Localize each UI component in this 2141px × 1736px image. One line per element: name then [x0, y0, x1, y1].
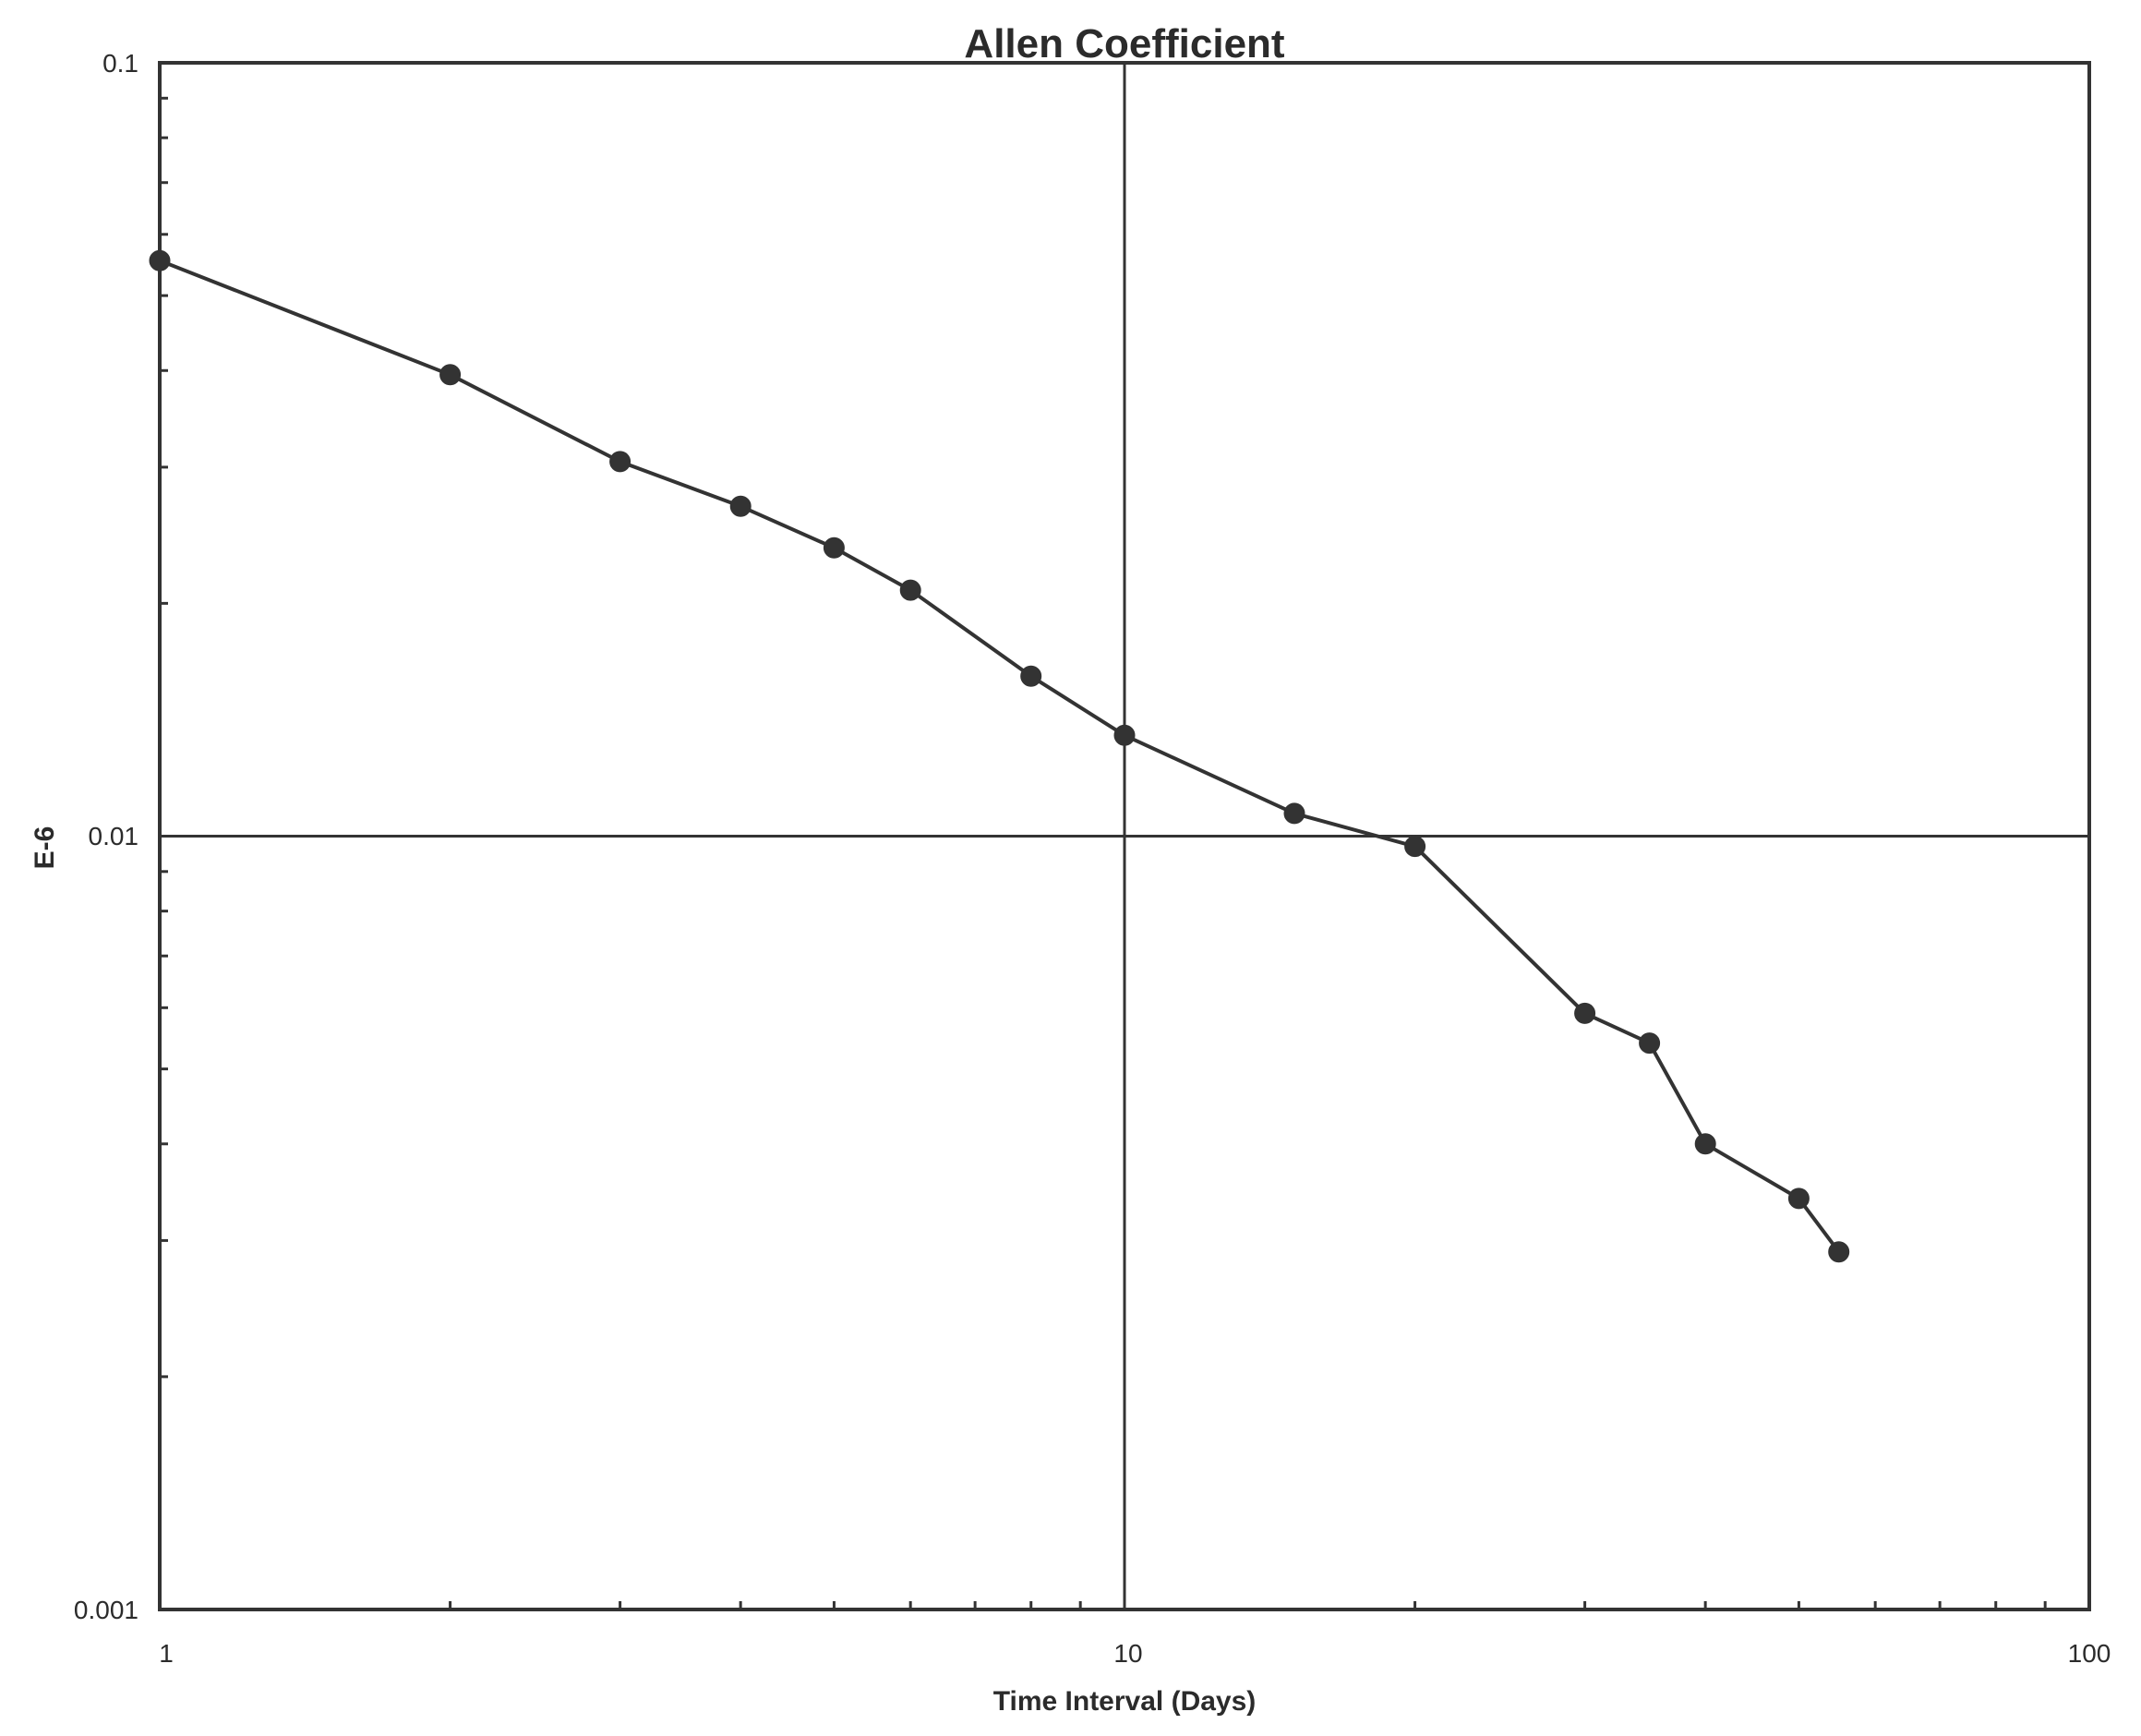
y-tick-label-bottom: 0.001	[74, 1596, 138, 1624]
x-tick-label-right: 100	[2068, 1639, 2111, 1668]
data-point	[1574, 1002, 1596, 1024]
y-axis-label: E-6	[30, 826, 60, 870]
data-point	[1639, 1032, 1661, 1055]
y-tick-label-middle: 0.01	[89, 822, 139, 850]
data-point	[1113, 724, 1136, 746]
y-tick-label-top: 0.1	[102, 49, 138, 78]
grid-layer	[160, 63, 2089, 1609]
data-point	[1404, 836, 1426, 858]
data-point	[899, 579, 921, 601]
data-point	[729, 495, 752, 517]
data-point	[823, 536, 845, 559]
x-tick-label-left: 1	[159, 1639, 174, 1668]
x-axis-label: Time Interval (Days)	[993, 1686, 1257, 1717]
data-point	[1694, 1133, 1716, 1155]
data-point	[1283, 802, 1305, 825]
data-point	[609, 451, 631, 473]
plot-frame	[158, 61, 2091, 1611]
x-tick-label-middle: 10	[1113, 1639, 1142, 1668]
chart-title: Allen Coefficient	[964, 21, 1284, 66]
data-point	[439, 364, 462, 386]
series-layer	[149, 249, 1850, 1263]
data-point	[1828, 1241, 1850, 1263]
series-line	[159, 259, 1841, 1253]
data-point	[149, 249, 171, 271]
data-point	[1787, 1187, 1810, 1210]
data-point	[1020, 665, 1042, 687]
